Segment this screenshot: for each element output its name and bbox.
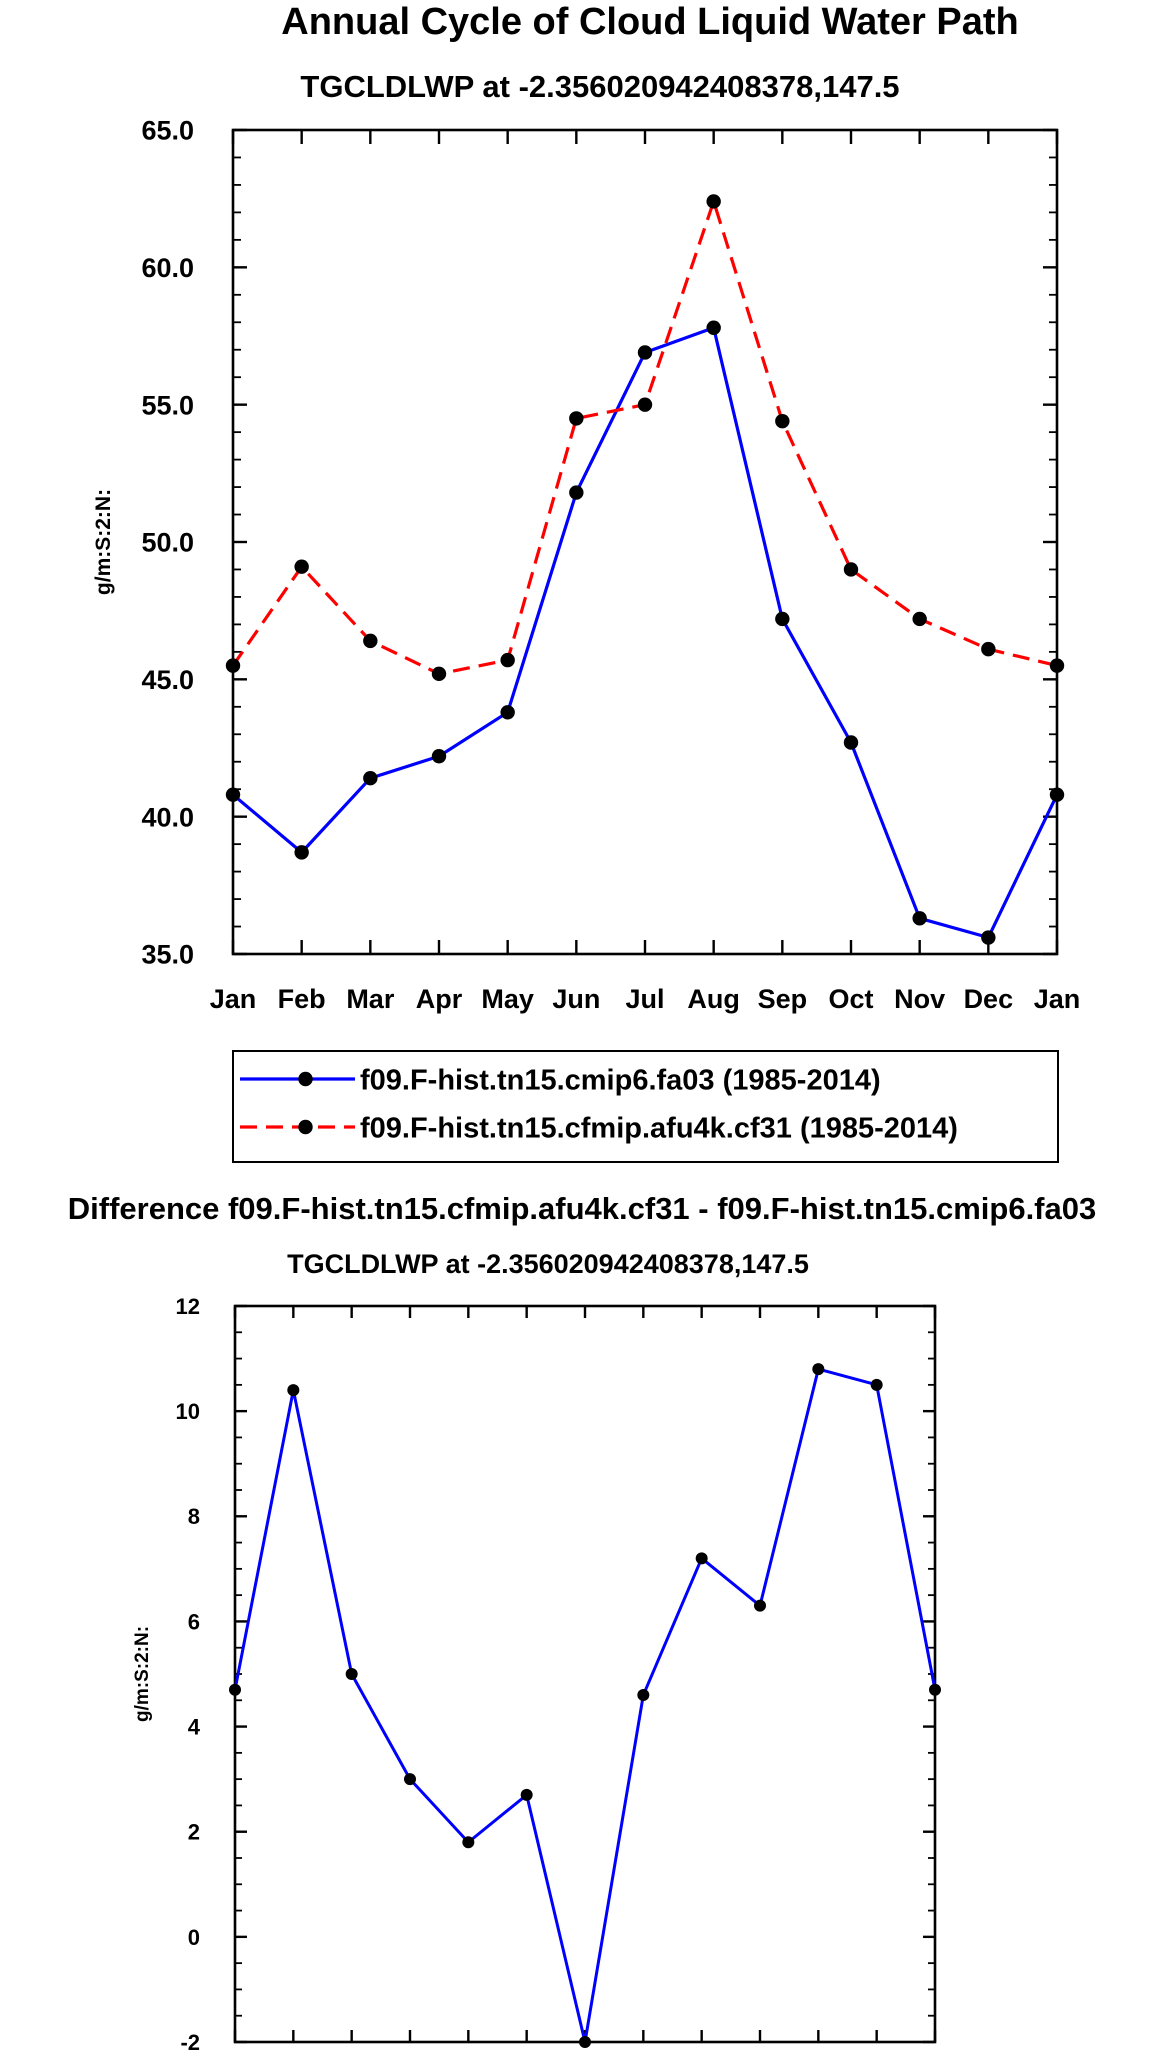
data-point: [929, 1683, 941, 1696]
y-tick-label: 40.0: [141, 802, 194, 832]
data-point: [912, 911, 927, 926]
data-point: [870, 1378, 883, 1391]
y-tick-label: 35.0: [141, 940, 194, 970]
data-point: [229, 1683, 241, 1696]
y-tick-label: 0: [188, 1925, 200, 1950]
data-point: [706, 194, 721, 209]
legend: f09.F-hist.tn15.cmip6.fa03 (1985-2014) f0…: [232, 1050, 1059, 1163]
y-tick-label: 12: [176, 1294, 200, 1319]
data-point: [500, 705, 515, 720]
chart-panel-2: Difference f09.F-hist.tn15.cfmip.afu4k.c…: [68, 1191, 1096, 2055]
data-point: [812, 1363, 825, 1376]
chart-title: Difference f09.F-hist.tn15.cfmip.afu4k.c…: [68, 1191, 1096, 1226]
data-point: [637, 1689, 650, 1702]
y-axis-label: g/m:S:2:N:: [92, 489, 115, 595]
y-tick-label: 65.0: [141, 116, 194, 146]
x-tick-label: May: [481, 984, 534, 1014]
data-point: [706, 320, 721, 335]
legend-marker: [298, 1071, 313, 1087]
y-tick-label: 60.0: [141, 253, 194, 283]
x-tick-label: Jan: [210, 984, 257, 1014]
data-point: [345, 1668, 358, 1680]
x-tick-label: Feb: [278, 984, 326, 1014]
y-tick-label: 50.0: [141, 528, 194, 558]
legend-label-1: f09.F-hist.tn15.cmip6.fa03 (1985-2014): [360, 1064, 881, 1096]
data-point: [754, 1599, 766, 1612]
x-tick-label: Jan: [1034, 984, 1081, 1014]
y-tick-label: 45.0: [141, 665, 194, 695]
data-point: [287, 1384, 300, 1397]
data-point: [225, 787, 241, 802]
data-point: [363, 633, 378, 649]
data-point: [637, 397, 653, 412]
series-line-1: [231, 326, 1059, 940]
data-point: [431, 666, 447, 682]
legend-marker: [298, 1119, 313, 1135]
x-tick-label: Aug: [687, 984, 739, 1014]
x-tick-label: Oct: [828, 984, 873, 1014]
y-tick-label: -2: [180, 2030, 200, 2055]
data-point: [843, 735, 859, 750]
x-tick-label: Jun: [552, 984, 600, 1014]
chart-title: Annual Cycle of Cloud Liquid Water Path: [281, 1, 1019, 43]
x-tick-label: Mar: [346, 984, 395, 1014]
legend-label-2: f09.F-hist.tn15.cfmip.afu4k.cf31 (1985-2…: [360, 1112, 958, 1144]
chart-panel-1: Annual Cycle of Cloud Liquid Water Path T…: [92, 1, 1081, 1163]
plot-frame: [231, 128, 1059, 956]
x-tick-label: Dec: [964, 984, 1014, 1014]
data-point: [404, 1773, 416, 1786]
y-tick-label: 10: [176, 1399, 200, 1424]
y-axis-label: g/m:S:2:N:: [132, 1626, 153, 1722]
x-tick-label: Nov: [894, 984, 945, 1014]
data-point: [294, 559, 309, 574]
data-point: [1049, 658, 1065, 673]
data-point: [695, 1552, 708, 1565]
y-tick-label: 4: [188, 1714, 201, 1739]
data-point: [500, 652, 515, 668]
y-tick-label: 55.0: [141, 390, 194, 420]
plot-frame: [233, 1304, 937, 2044]
x-tick-label: Jul: [625, 984, 664, 1014]
data-point: [579, 2036, 591, 2048]
data-point: [462, 1836, 475, 1849]
data-point: [775, 413, 790, 429]
y-tick-label: 6: [188, 1609, 200, 1634]
data-point: [363, 771, 378, 786]
data-point: [431, 749, 447, 764]
chart-subtitle: TGCLDLWP at -2.356020942408378,147.5: [287, 1249, 809, 1279]
data-point: [1049, 787, 1065, 802]
y-tick-label: 8: [188, 1504, 200, 1529]
data-point: [981, 930, 996, 945]
x-tick-label: Apr: [416, 984, 463, 1014]
data-point: [520, 1788, 533, 1801]
data-point: [637, 345, 653, 360]
y-tick-label: 2: [188, 1820, 200, 1845]
series-line-1: [233, 1367, 937, 2044]
data-point: [569, 485, 584, 500]
series-line-2: [231, 199, 1058, 676]
data-point: [775, 611, 790, 627]
data-point: [843, 562, 859, 577]
data-point: [912, 611, 927, 627]
data-point: [294, 845, 309, 860]
chart-subtitle: TGCLDLWP at -2.356020942408378,147.5: [300, 69, 899, 104]
data-point: [981, 641, 996, 657]
data-point: [569, 411, 584, 426]
data-point: [225, 658, 241, 673]
legend-box: [232, 1050, 1059, 1163]
x-tick-label: Sep: [758, 984, 808, 1014]
